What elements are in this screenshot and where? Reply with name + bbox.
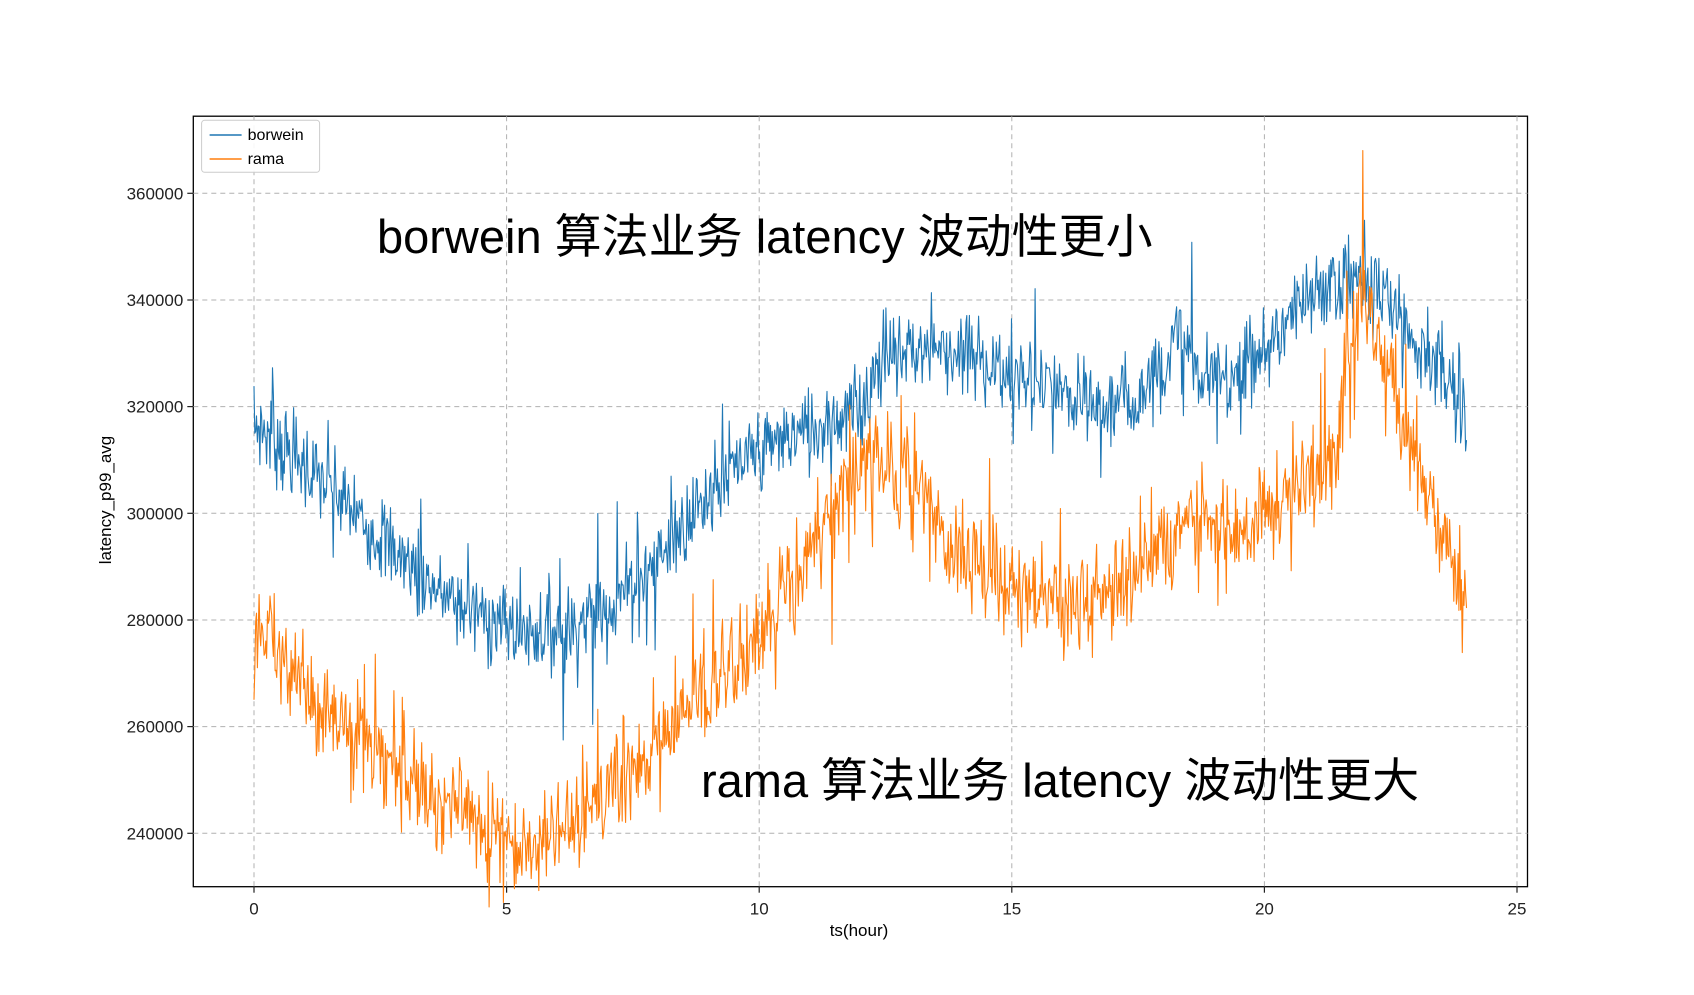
svg-text:5: 5 <box>502 900 511 919</box>
svg-text:rama: rama <box>248 151 285 168</box>
svg-text:280000: 280000 <box>127 611 184 630</box>
svg-text:320000: 320000 <box>127 398 184 417</box>
svg-text:300000: 300000 <box>127 504 184 523</box>
svg-text:latency_p99_avg: latency_p99_avg <box>96 436 115 565</box>
svg-text:borwein: borwein <box>248 127 304 144</box>
svg-text:340000: 340000 <box>127 291 184 310</box>
svg-text:360000: 360000 <box>127 184 184 203</box>
svg-text:20: 20 <box>1255 900 1274 919</box>
svg-text:borwein 算法业务 latency 波动性更小: borwein 算法业务 latency 波动性更小 <box>377 210 1153 263</box>
svg-text:ts(hour): ts(hour) <box>830 921 889 940</box>
svg-text:25: 25 <box>1508 900 1527 919</box>
svg-text:10: 10 <box>750 900 769 919</box>
svg-text:260000: 260000 <box>127 718 184 737</box>
svg-text:rama 算法业务 latency 波动性更大: rama 算法业务 latency 波动性更大 <box>701 754 1419 807</box>
svg-text:0: 0 <box>249 900 258 919</box>
svg-text:15: 15 <box>1002 900 1021 919</box>
svg-text:240000: 240000 <box>127 824 184 843</box>
